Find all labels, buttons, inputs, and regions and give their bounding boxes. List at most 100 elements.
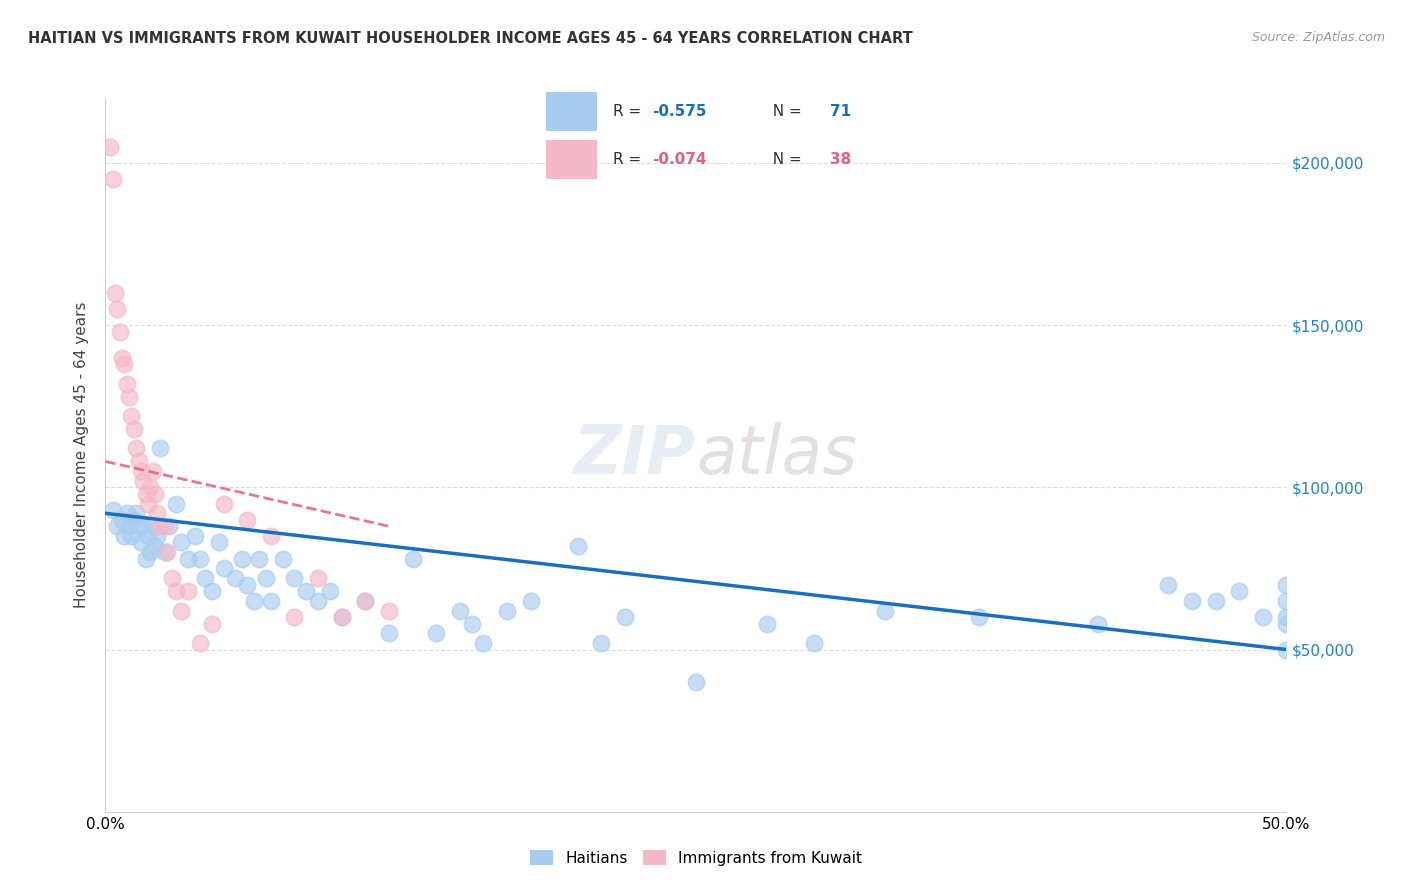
Point xyxy=(153,519,176,533)
Text: R =: R = xyxy=(613,153,647,167)
Text: 71: 71 xyxy=(830,103,851,119)
Point xyxy=(873,604,896,618)
Point xyxy=(307,594,329,608)
Point xyxy=(101,172,124,186)
Point xyxy=(136,529,159,543)
Text: ZIP: ZIP xyxy=(574,422,696,488)
Point xyxy=(122,513,145,527)
Point xyxy=(295,584,318,599)
Text: HAITIAN VS IMMIGRANTS FROM KUWAIT HOUSEHOLDER INCOME AGES 45 - 64 YEARS CORRELAT: HAITIAN VS IMMIGRANTS FROM KUWAIT HOUSEH… xyxy=(28,31,912,46)
Point xyxy=(142,519,165,533)
Point xyxy=(201,616,224,631)
Point xyxy=(143,539,166,553)
Point xyxy=(319,584,342,599)
Point xyxy=(496,604,519,618)
Point xyxy=(128,454,150,468)
Point xyxy=(1205,594,1227,608)
Text: Source: ZipAtlas.com: Source: ZipAtlas.com xyxy=(1251,31,1385,45)
Point xyxy=(354,594,377,608)
Point xyxy=(208,535,231,549)
Text: -0.074: -0.074 xyxy=(652,153,707,167)
Point xyxy=(236,513,259,527)
Point xyxy=(212,561,235,575)
Point xyxy=(201,584,224,599)
Point xyxy=(283,571,305,585)
Point xyxy=(139,545,162,559)
Point xyxy=(170,535,193,549)
Point xyxy=(236,577,259,591)
Point xyxy=(160,571,183,585)
Point xyxy=(188,636,211,650)
Point xyxy=(1275,642,1298,657)
Point xyxy=(231,551,253,566)
Point xyxy=(143,487,166,501)
Point xyxy=(142,464,165,478)
Point xyxy=(1275,616,1298,631)
Point xyxy=(115,506,138,520)
Point xyxy=(129,535,152,549)
Point xyxy=(149,442,172,456)
Point xyxy=(170,604,193,618)
Point xyxy=(120,529,142,543)
Point xyxy=(104,285,127,300)
Point xyxy=(128,519,150,533)
Point xyxy=(146,506,169,520)
Point xyxy=(1275,577,1298,591)
Point xyxy=(111,513,134,527)
Point xyxy=(118,390,141,404)
Point xyxy=(115,376,138,391)
Point xyxy=(184,529,207,543)
Point xyxy=(177,584,200,599)
Point xyxy=(260,594,283,608)
Point xyxy=(129,464,152,478)
Point xyxy=(449,604,471,618)
Text: N =: N = xyxy=(762,103,806,119)
Point xyxy=(125,442,148,456)
Point xyxy=(378,604,401,618)
Point xyxy=(135,487,157,501)
Point xyxy=(224,571,246,585)
Point xyxy=(472,636,495,650)
Point xyxy=(460,616,482,631)
Point xyxy=(165,497,187,511)
Point xyxy=(177,551,200,566)
Point xyxy=(111,351,134,365)
Point xyxy=(354,594,377,608)
Point xyxy=(755,616,778,631)
Point xyxy=(112,529,135,543)
Point xyxy=(156,545,179,559)
Point xyxy=(146,529,169,543)
Point xyxy=(260,529,283,543)
Point xyxy=(401,551,423,566)
Point xyxy=(425,626,447,640)
Point xyxy=(330,610,353,624)
Point xyxy=(149,519,172,533)
Y-axis label: Householder Income Ages 45 - 64 years: Householder Income Ages 45 - 64 years xyxy=(75,301,90,608)
Text: atlas: atlas xyxy=(696,422,858,488)
Point xyxy=(969,610,991,624)
Point xyxy=(108,325,131,339)
Point xyxy=(135,551,157,566)
Point xyxy=(139,480,162,494)
Point xyxy=(132,474,155,488)
Point xyxy=(1157,577,1180,591)
Point xyxy=(118,519,141,533)
Point xyxy=(283,610,305,624)
Text: 38: 38 xyxy=(830,153,851,167)
Bar xyxy=(546,140,598,179)
Point xyxy=(271,551,294,566)
Text: N =: N = xyxy=(762,153,806,167)
Point xyxy=(105,519,128,533)
Text: -0.575: -0.575 xyxy=(652,103,707,119)
Point xyxy=(188,551,211,566)
Point xyxy=(254,571,277,585)
Legend: Haitians, Immigrants from Kuwait: Haitians, Immigrants from Kuwait xyxy=(524,844,868,871)
Point xyxy=(243,594,266,608)
Point xyxy=(685,675,707,690)
Point xyxy=(614,610,637,624)
Point xyxy=(132,519,155,533)
Point xyxy=(803,636,825,650)
Point xyxy=(212,497,235,511)
Point xyxy=(153,545,176,559)
Point xyxy=(122,422,145,436)
